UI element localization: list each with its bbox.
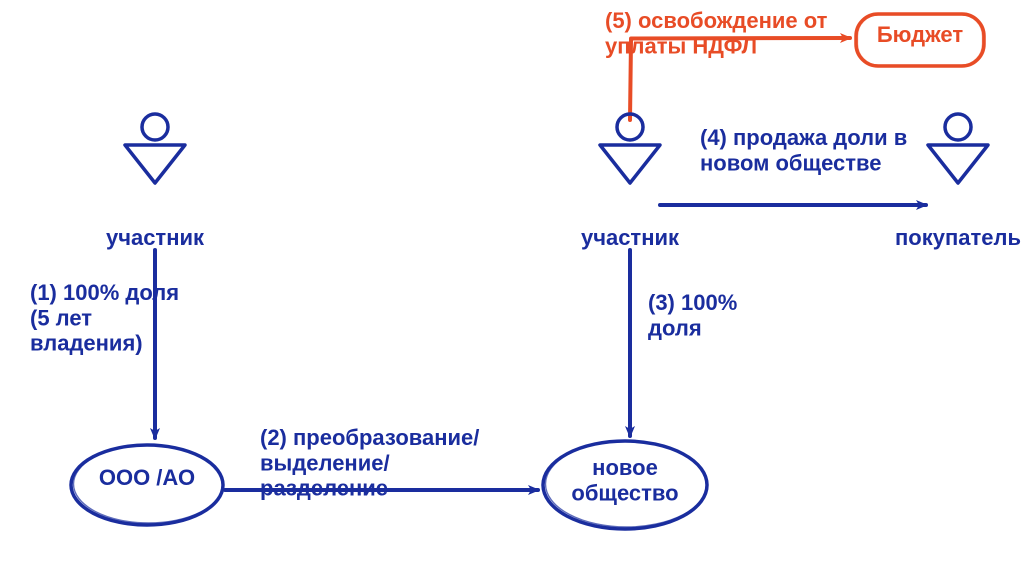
- edge-label-e4: (4) продажа доли вновом обществе: [700, 125, 907, 175]
- node-label-budget: Бюджет: [877, 22, 964, 47]
- node-label-ooo: ООО /АО: [99, 465, 195, 490]
- node-label-participant1: участник: [106, 225, 205, 250]
- edge-label-e5: (5) освобождение отуплаты НДФЛ: [605, 8, 828, 58]
- node-label-newco: новоеобщество: [571, 455, 678, 505]
- person-buyer: покупатель: [895, 114, 1021, 250]
- edge-label-e3: (3) 100%доля: [648, 290, 737, 340]
- person-participant2: участник: [581, 114, 680, 250]
- node-label-participant2: участник: [581, 225, 680, 250]
- person-participant1: участник: [106, 114, 205, 250]
- node-label-buyer: покупатель: [895, 225, 1021, 250]
- ellipse-ooo: ООО /АО: [71, 445, 224, 525]
- roundrect-budget: Бюджет: [856, 14, 984, 66]
- ellipse-newco: новоеобщество: [543, 441, 708, 529]
